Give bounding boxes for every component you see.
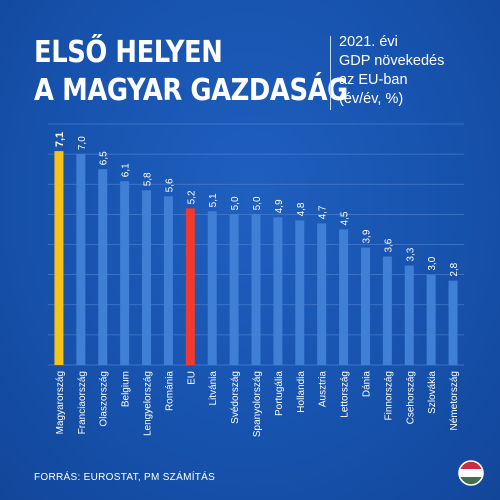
bar [317,223,327,365]
category-label: Spanyolország [252,371,263,437]
bar [54,151,64,365]
page-title: ELSŐ HELYEN A MAGYAR GAZDASÁG [34,34,348,110]
bar [404,265,414,365]
data-label: 6,1 [121,163,132,177]
category-label: Lettország [340,371,351,418]
category-label: Svédország [230,371,241,424]
data-label: 4,7 [318,205,329,219]
subtitle-line-3: az EU-ban [339,72,408,88]
title-line-2: A MAGYAR GAZDASÁG [34,73,348,108]
data-label: 5,8 [143,172,154,186]
data-label: 6,5 [99,151,110,165]
data-label: 3,3 [405,247,416,261]
bar [207,211,217,365]
data-label: 3,0 [427,256,438,270]
bar [360,247,370,365]
bar [229,214,239,365]
bar [382,256,392,365]
data-label: 2,8 [449,262,460,276]
category-label: Finnország [383,371,394,420]
data-label: 4,9 [274,199,285,213]
hungary-flag-icon [458,460,484,486]
category-label: Franciaország [77,371,88,434]
data-label: 3,9 [361,229,372,243]
category-label: Litvánia [208,371,219,406]
subtitle-line-1: 2021. évi [339,34,398,50]
bar [339,229,349,365]
bar [426,274,436,365]
category-label: Csehország [405,371,416,424]
bar [142,190,152,365]
data-label: 3,6 [383,238,394,252]
bar [98,169,108,365]
bar [185,208,195,365]
source-note: FORRÁS: EUROSTAT, PM SZÁMÍTÁS [34,472,216,483]
category-label: Portugália [274,371,285,416]
title-line-1: ELSŐ HELYEN [34,35,223,70]
bar [448,280,458,365]
category-label: Hollandia [296,371,307,413]
bar [76,154,86,365]
subtitle-line-2: GDP növekedés [339,53,445,69]
data-label: 7,0 [77,136,88,150]
bar [251,214,261,365]
bar [120,181,130,365]
data-label: 4,8 [296,202,307,216]
subtitle-divider [330,36,331,110]
data-label: 4,5 [340,211,351,225]
chart-subtitle: 2021. évi GDP növekedés az EU-ban (év/év… [339,33,489,109]
data-label: 5,6 [164,178,175,192]
category-label: Lengyelország [143,371,154,436]
bar [295,220,305,365]
category-label: Románia [164,371,175,411]
data-label: 5,0 [230,196,241,210]
category-label: Németország [449,371,460,430]
category-label: Szlovákia [427,371,438,414]
category-label: Belgium [121,371,132,407]
data-label: 7,1 [54,132,66,147]
category-label: Magyarország [55,371,66,434]
category-label: Olaszország [99,371,110,427]
bar [163,196,173,365]
category-label: Ausztria [318,371,329,408]
data-label: 5,0 [252,196,263,210]
category-label: EU [186,371,197,385]
category-label: Dánia [361,371,372,398]
data-label: 5,2 [186,190,197,204]
data-label: 5,1 [208,193,219,207]
bar [273,217,283,365]
subtitle-line-4: (év/év, %) [339,91,404,107]
